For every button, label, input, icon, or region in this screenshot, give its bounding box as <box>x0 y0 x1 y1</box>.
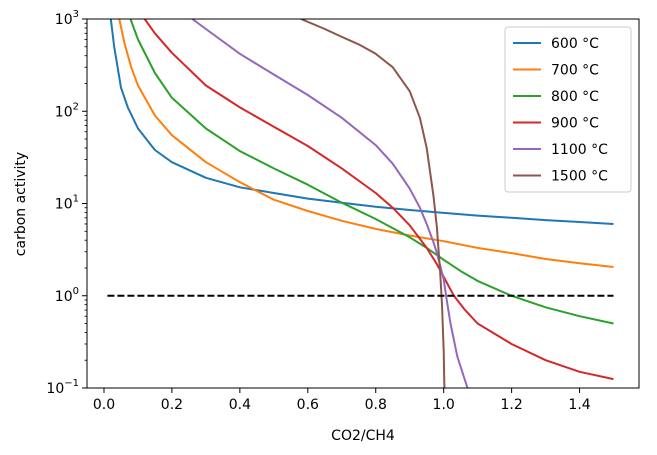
series-line-1 <box>118 19 614 268</box>
x-tick-label: 1.0 <box>433 397 455 413</box>
x-tick-label: 0.0 <box>93 397 115 413</box>
y-tick-label: 103 <box>55 9 79 28</box>
x-tick-label: 0.8 <box>365 397 387 413</box>
x-tick-label: 1.2 <box>500 397 522 413</box>
legend-entry-label: 600 °C <box>551 36 599 52</box>
legend: 600 °C 700 °C 800 °C 900 °C 1100 °C 1500 °C <box>504 26 632 193</box>
series-line-3 <box>143 19 614 381</box>
series-line-5 <box>300 19 446 388</box>
y-axis-label: carbon activity <box>13 152 29 256</box>
legend-entry-label: 800 °C <box>551 89 599 105</box>
x-tick-label: 0.2 <box>161 397 183 413</box>
y-tick-label: 101 <box>55 194 79 213</box>
series-line-0 <box>109 19 614 225</box>
legend-entry-label: 1500 °C <box>551 169 608 185</box>
legend-entry-label: 900 °C <box>551 116 599 132</box>
legend-entry-label: 1100 °C <box>551 142 608 158</box>
x-tick-label: 0.4 <box>229 397 251 413</box>
series-line-4 <box>191 19 469 388</box>
y-tick-label: 100 <box>55 286 79 305</box>
x-axis-ticks: 0.0 0.2 0.4 0.6 0.8 1.0 1.2 1.4 <box>93 388 591 413</box>
x-tick-label: 0.6 <box>297 397 319 413</box>
y-tick-label: 102 <box>55 101 79 120</box>
legend-entry-label: 700 °C <box>551 63 599 79</box>
x-tick-label: 1.4 <box>568 397 590 413</box>
y-axis-ticks: 10−1 100 101 102 103 <box>46 9 87 397</box>
legend-box <box>504 26 632 193</box>
y-tick-label: 10−1 <box>46 378 79 397</box>
x-axis-label: CO2/CH4 <box>331 428 395 444</box>
series-layer <box>107 19 614 388</box>
